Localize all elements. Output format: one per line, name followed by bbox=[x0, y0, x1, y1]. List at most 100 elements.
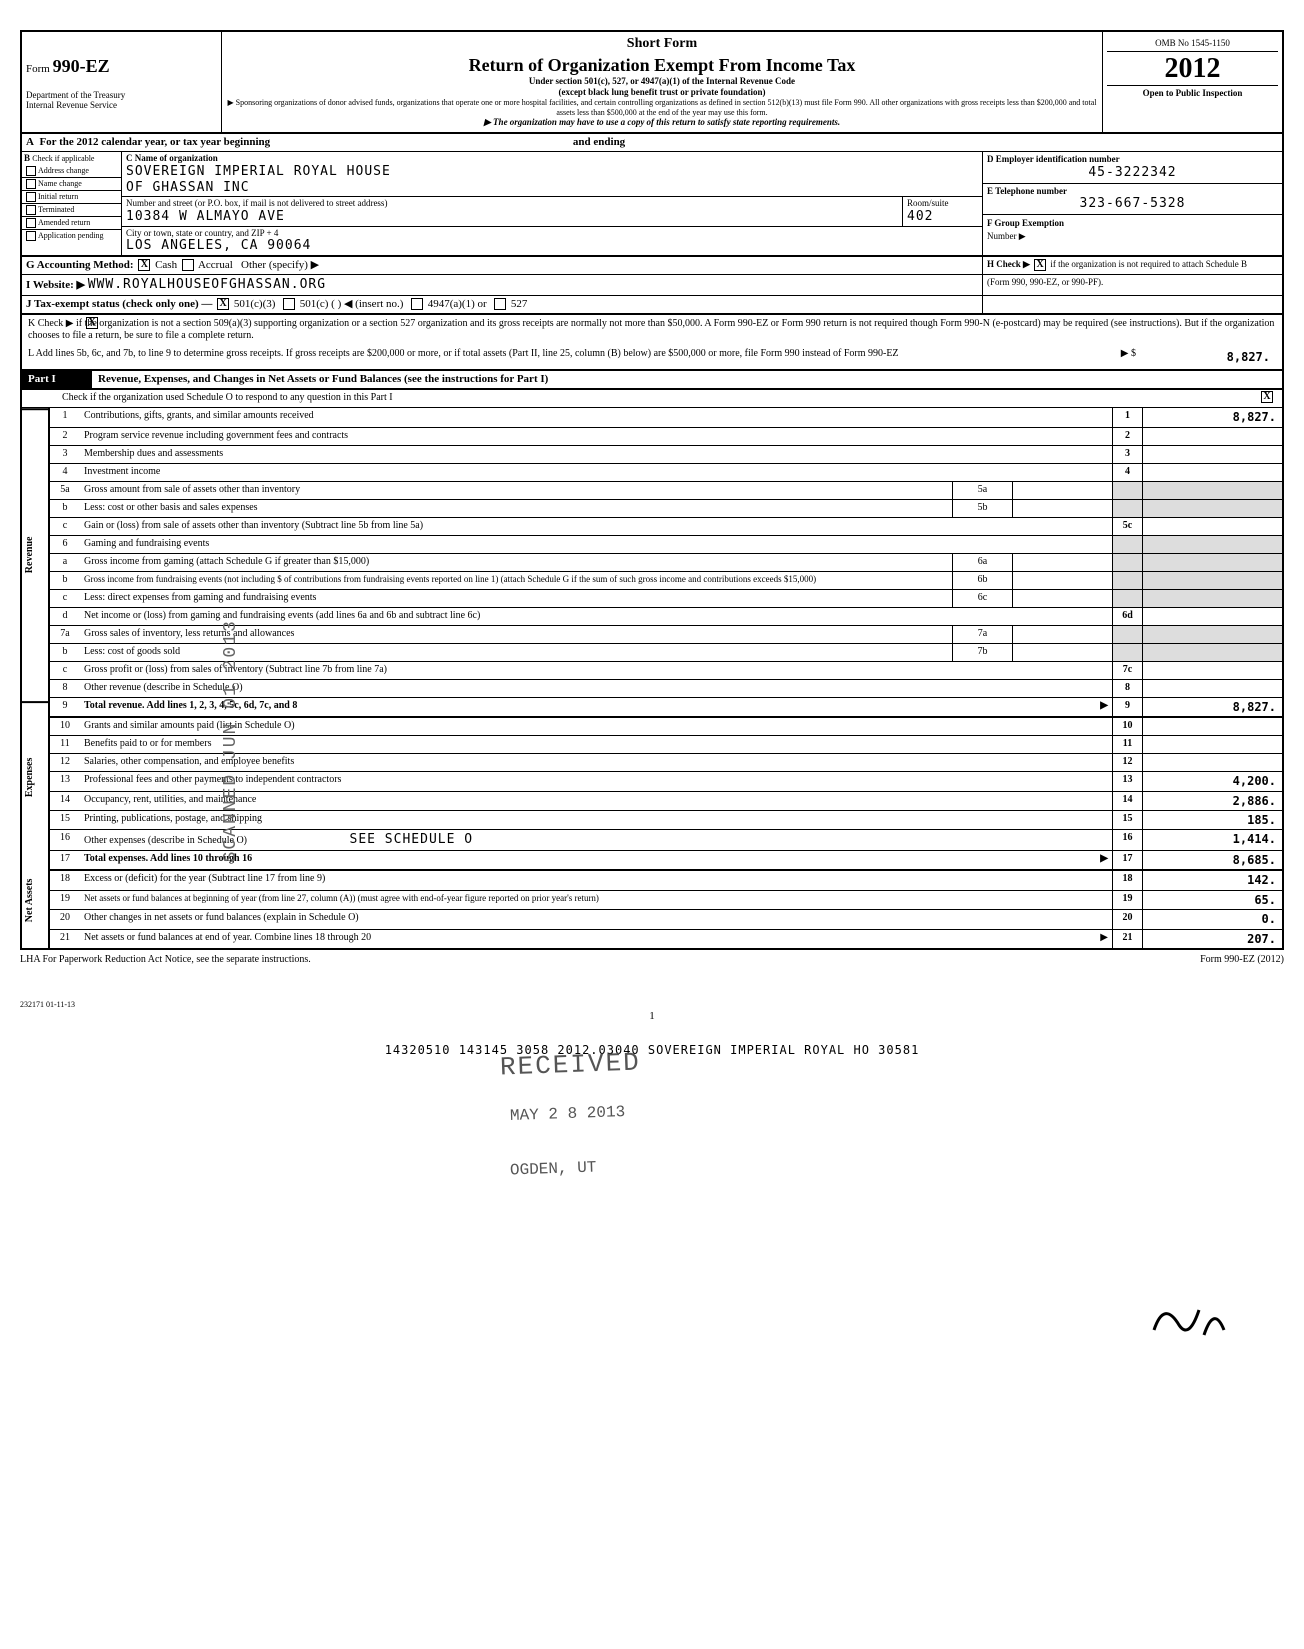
header-left: Form 990-EZ Department of the Treasury I… bbox=[22, 32, 222, 132]
line-5b: bLess: cost or other basis and sales exp… bbox=[50, 500, 1282, 518]
line-l: L Add lines 5b, 6c, and 7b, to line 9 to… bbox=[22, 345, 1282, 371]
and-ending: and ending bbox=[573, 136, 625, 148]
line-6b: bGross income from fundraising events (n… bbox=[50, 572, 1282, 590]
omb-number: OMB No 1545-1150 bbox=[1107, 36, 1278, 52]
line-4: 4Investment income4 bbox=[50, 464, 1282, 482]
g-label: G Accounting Method: bbox=[26, 259, 134, 271]
street-address: 10384 W ALMAYO AVE bbox=[126, 209, 898, 225]
org-info-block: B Check if applicable Address change Nam… bbox=[22, 152, 1282, 257]
subtitle-1: Under section 501(c), 527, or 4947(a)(1)… bbox=[226, 76, 1098, 87]
check-name[interactable]: Name change bbox=[22, 178, 121, 191]
f-label: F Group Exemption bbox=[987, 218, 1064, 228]
tax-year: 2012 bbox=[1107, 52, 1278, 86]
part1-header: Part I Revenue, Expenses, and Changes in… bbox=[22, 371, 1282, 390]
part1-label: Part I bbox=[22, 371, 92, 388]
h-text: if the organization is not required to a… bbox=[1050, 259, 1247, 269]
scanned-stamp: SCANNED JUN 01 2013 bbox=[221, 619, 243, 862]
date-stamp: MAY 2 8 2013 bbox=[510, 1103, 626, 1126]
c-label: C Name of organization bbox=[126, 153, 978, 164]
short-form-label: Short Form bbox=[226, 36, 1098, 53]
check-address[interactable]: Address change bbox=[22, 165, 121, 178]
org-name-address: C Name of organization SOVEREIGN IMPERIA… bbox=[122, 152, 982, 255]
dept-treasury: Department of the Treasury bbox=[26, 90, 217, 101]
page-footer: LHA For Paperwork Reduction Act Notice, … bbox=[20, 950, 1284, 970]
part1-body: Revenue Expenses Net Assets 1Contributio… bbox=[22, 408, 1282, 948]
open-public: Open to Public Inspection bbox=[1107, 85, 1278, 101]
line-i: I Website: ▶ WWW.ROYALHOUSEOFGHASSAN.ORG… bbox=[22, 275, 1282, 296]
city-label: City or town, state or country, and ZIP … bbox=[126, 228, 978, 239]
check-application[interactable]: Application pending bbox=[22, 230, 121, 242]
header-center: Short Form Return of Organization Exempt… bbox=[222, 32, 1102, 132]
check-501c3[interactable]: X bbox=[217, 298, 229, 310]
b-text: Check if applicable bbox=[32, 154, 94, 163]
line-2: 2Program service revenue including gover… bbox=[50, 428, 1282, 446]
form-number: 990-EZ bbox=[53, 56, 110, 76]
h-text2: (Form 990, 990-EZ, or 990-PF). bbox=[982, 275, 1282, 295]
subtitle-2: (except black lung benefit trust or priv… bbox=[226, 87, 1098, 98]
b-label: B bbox=[24, 153, 30, 163]
section-netassets: Net Assets bbox=[22, 852, 50, 948]
check-527[interactable] bbox=[494, 298, 506, 310]
phone: 323-667-5328 bbox=[987, 196, 1278, 212]
line-6: 6Gaming and fundraising events bbox=[50, 536, 1282, 554]
ogden-stamp: OGDEN, UT bbox=[510, 1158, 597, 1180]
check-cash[interactable]: X bbox=[138, 259, 150, 271]
code-number: 232171 01-11-13 bbox=[20, 1000, 1284, 1010]
line-20: 20Other changes in net assets or fund ba… bbox=[50, 910, 1282, 929]
line-6c: cLess: direct expenses from gaming and f… bbox=[50, 590, 1282, 608]
section-revenue: Revenue bbox=[22, 408, 50, 700]
f-label2: Number ▶ bbox=[987, 231, 1026, 241]
room-suite: 402 bbox=[907, 209, 978, 225]
l-value: 8,827. bbox=[1136, 348, 1276, 366]
form-990ez: Form 990-EZ Department of the Treasury I… bbox=[20, 30, 1284, 950]
room-label: Room/suite bbox=[907, 198, 978, 209]
line-19: 19Net assets or fund balances at beginni… bbox=[50, 891, 1282, 910]
line-k: X K Check ▶ if the organization is not a… bbox=[22, 315, 1282, 345]
l-arrow: ▶ $ bbox=[1076, 348, 1136, 366]
line-3: 3Membership dues and assessments3 bbox=[50, 446, 1282, 464]
check-501c[interactable] bbox=[283, 298, 295, 310]
section-b-checks: B Check if applicable Address change Nam… bbox=[22, 152, 122, 255]
bottom-line: 14320510 143145 3058 2012.03040 SOVEREIG… bbox=[20, 1043, 1284, 1057]
lha-notice: LHA For Paperwork Reduction Act Notice, … bbox=[20, 954, 311, 966]
line-a-text: For the 2012 calendar year, or tax year … bbox=[39, 136, 270, 148]
form-header: Form 990-EZ Department of the Treasury I… bbox=[22, 32, 1282, 134]
i-label: I Website: ▶ bbox=[26, 279, 85, 291]
line-j: J Tax-exempt status (check only one) — X… bbox=[22, 296, 1282, 315]
check-h[interactable]: X bbox=[1034, 259, 1046, 271]
line-6a: aGross income from gaming (attach Schedu… bbox=[50, 554, 1282, 572]
irs-label: Internal Revenue Service bbox=[26, 100, 217, 111]
section-expenses: Expenses bbox=[22, 701, 50, 852]
check-4947[interactable] bbox=[411, 298, 423, 310]
header-right: OMB No 1545-1150 2012 Open to Public Ins… bbox=[1102, 32, 1282, 132]
check-amended[interactable]: Amended return bbox=[22, 217, 121, 230]
street-label: Number and street (or P.O. box, if mail … bbox=[126, 198, 898, 209]
section-d-e-f: D Employer identification number 45-3222… bbox=[982, 152, 1282, 255]
ein: 45-3222342 bbox=[987, 165, 1278, 181]
check-k[interactable]: X bbox=[86, 317, 98, 329]
d-label: D Employer identification number bbox=[987, 154, 1278, 165]
part1-title: Revenue, Expenses, and Changes in Net As… bbox=[92, 371, 1282, 388]
sponsor-note: ▶ Sponsoring organizations of donor advi… bbox=[226, 98, 1098, 117]
part1-check-row: Check if the organization used Schedule … bbox=[22, 390, 1282, 408]
line-a: A For the 2012 calendar year, or tax yea… bbox=[22, 134, 1282, 152]
line-g-h: G Accounting Method: X Cash Accrual Othe… bbox=[22, 257, 1282, 275]
signature-mark bbox=[1144, 1290, 1244, 1350]
copy-note: ▶ The organization may have to use a cop… bbox=[226, 117, 1098, 128]
part1-check-text: Check if the organization used Schedule … bbox=[22, 390, 1252, 407]
line-1: 1Contributions, gifts, grants, and simil… bbox=[50, 408, 1282, 427]
form-footer: Form 990-EZ (2012) bbox=[1200, 954, 1284, 966]
line-18: 18Excess or (deficit) for the year (Subt… bbox=[50, 871, 1282, 890]
return-title: Return of Organization Exempt From Incom… bbox=[226, 55, 1098, 77]
website: WWW.ROYALHOUSEOFGHASSAN.ORG bbox=[88, 277, 326, 292]
check-accrual[interactable] bbox=[182, 259, 194, 271]
check-schedule-o[interactable]: X bbox=[1261, 391, 1273, 403]
line-5a: 5aGross amount from sale of assets other… bbox=[50, 482, 1282, 500]
org-name-2: OF GHASSAN INC bbox=[126, 180, 978, 196]
check-initial[interactable]: Initial return bbox=[22, 191, 121, 204]
j-label: J Tax-exempt status (check only one) — bbox=[26, 298, 212, 310]
form-prefix: Form bbox=[26, 63, 50, 75]
city-state-zip: LOS ANGELES, CA 90064 bbox=[126, 238, 978, 254]
line-21: 21Net assets or fund balances at end of … bbox=[50, 930, 1282, 948]
check-terminated[interactable]: Terminated bbox=[22, 204, 121, 217]
